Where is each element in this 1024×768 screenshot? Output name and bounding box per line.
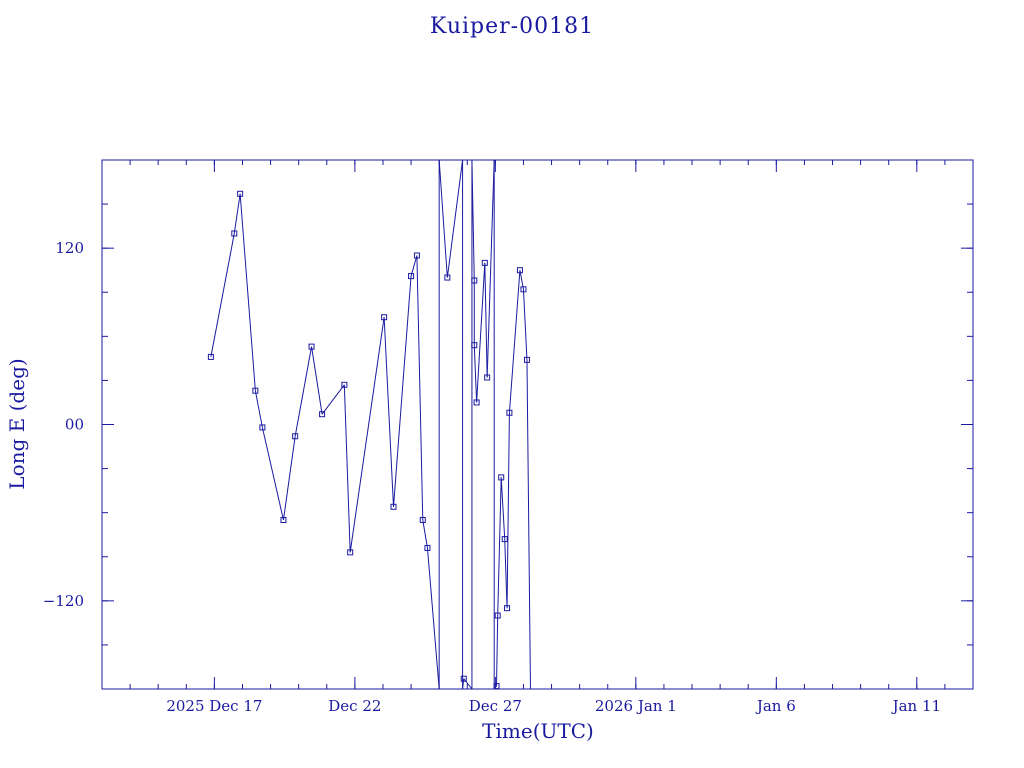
series-segment	[522, 289, 528, 360]
data-point	[280, 517, 287, 524]
series-segment	[261, 427, 284, 521]
data-point	[493, 683, 500, 690]
series-segment	[422, 519, 428, 549]
series-segment	[506, 412, 510, 609]
series-segment	[438, 159, 448, 278]
y-tick-label: 00	[65, 416, 84, 434]
data-point	[523, 356, 530, 363]
series-segment	[210, 233, 235, 357]
series-segment	[282, 436, 296, 521]
series-segment	[519, 270, 524, 290]
data-point	[341, 381, 348, 388]
data-point	[501, 536, 508, 543]
series-segment	[426, 547, 440, 690]
series-segment	[446, 159, 464, 278]
series-segment	[500, 477, 506, 540]
data-point	[413, 252, 420, 259]
data-point	[460, 675, 467, 682]
series-segment	[393, 276, 412, 507]
data-point	[347, 549, 354, 556]
series-segment	[496, 615, 499, 687]
x-tick-label: 2025 Dec 17	[166, 697, 262, 715]
data-point	[424, 544, 431, 551]
data-point	[207, 353, 214, 360]
series-segment	[416, 255, 424, 521]
series-segment	[239, 193, 256, 391]
data-point	[506, 409, 513, 416]
x-axis-label: Time(UTC)	[482, 719, 594, 743]
series-segment	[508, 270, 521, 413]
series-segment	[254, 390, 263, 428]
series-segment	[471, 159, 475, 281]
data-point	[419, 517, 426, 524]
data-point	[237, 190, 244, 197]
data-point	[444, 274, 451, 281]
series-segment	[497, 477, 502, 616]
data-point	[520, 286, 527, 293]
data-point	[473, 399, 480, 406]
series-segment	[294, 346, 313, 437]
series-segment	[526, 359, 531, 690]
data-point	[381, 314, 388, 321]
series-segment	[383, 317, 395, 507]
y-tick-label: −120	[43, 592, 84, 610]
x-tick-label: Jan 11	[891, 697, 941, 715]
plot-frame	[101, 159, 974, 690]
data-point	[259, 424, 266, 431]
data-point	[308, 343, 315, 350]
y-axis-label: Long E (deg)	[5, 358, 29, 489]
x-tick-label: Dec 22	[328, 697, 381, 715]
series-segment	[476, 262, 486, 403]
series-segment	[473, 345, 478, 403]
data-point	[292, 433, 299, 440]
data-point	[471, 277, 478, 284]
data-point	[498, 474, 505, 481]
y-tick-label: 120	[55, 239, 84, 257]
x-tick-label: Dec 27	[469, 697, 522, 715]
data-point	[484, 374, 491, 381]
series-segment	[233, 193, 241, 234]
series-segment	[311, 346, 323, 415]
data-point	[481, 259, 488, 266]
x-tick-label: Jan 6	[755, 697, 796, 715]
data-point	[408, 273, 415, 280]
data-point	[319, 411, 326, 418]
series-segment	[462, 678, 465, 690]
data-point	[471, 342, 478, 349]
series-segment	[410, 255, 418, 277]
data-point	[504, 605, 511, 612]
series-segment	[486, 159, 495, 378]
series-segment	[463, 678, 473, 690]
series-segment	[321, 384, 345, 415]
data-point	[231, 230, 238, 237]
chart-title: Kuiper-00181	[429, 14, 595, 39]
x-tick-label: 2026 Jan 1	[595, 697, 677, 715]
data-point	[516, 267, 523, 274]
series-segment	[349, 317, 385, 553]
data-point	[494, 612, 501, 619]
series-segment	[484, 262, 488, 378]
series-segment	[343, 384, 351, 553]
data-point	[390, 503, 397, 510]
data-point	[252, 387, 259, 394]
series-segment	[504, 539, 508, 609]
